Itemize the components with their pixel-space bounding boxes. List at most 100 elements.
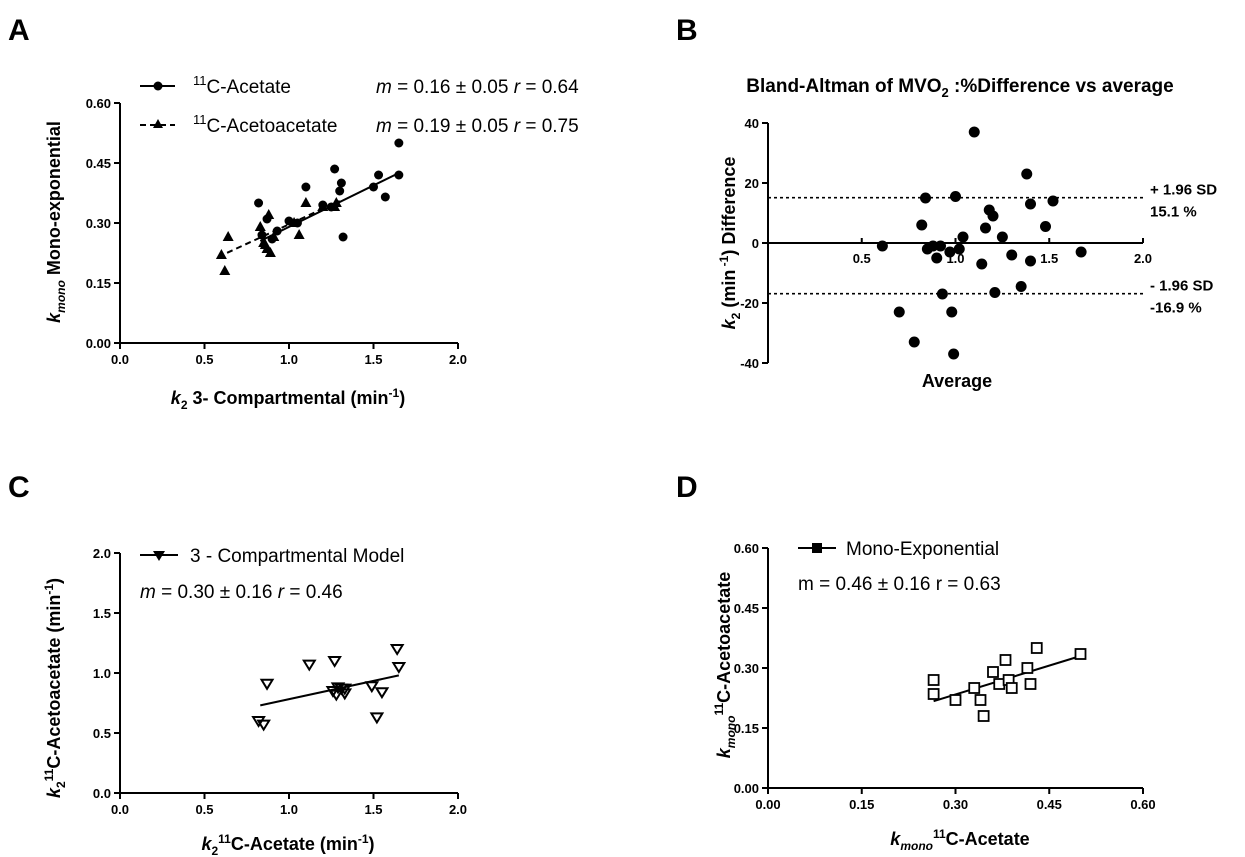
legend-marker-circle-icon: [153, 81, 163, 91]
data-point: [256, 719, 271, 732]
data-point: [980, 222, 991, 234]
data-point: [327, 656, 342, 668]
y-tick-label: 20: [745, 176, 759, 191]
data-point: [1006, 249, 1018, 261]
y-tick-label: 1.5: [93, 606, 111, 621]
y-tick-label: 0.30: [734, 661, 759, 676]
sd-value-label: -16.9 %: [1150, 300, 1202, 317]
legend-stat-acetate: m = 0.16 ± 0.05 r = 0.64: [376, 77, 579, 98]
chart-b-reference-lines: + 1.96 SD 15.1 % - 1.96 SD -16.9 %: [768, 182, 1217, 317]
data-point: [263, 209, 275, 219]
data-point: [1021, 662, 1034, 674]
y-tick-label: 2.0: [93, 546, 111, 561]
chart-c-series-3-compartmental: [251, 644, 407, 732]
data-point: [931, 252, 943, 264]
legend-marker-square-icon: [812, 543, 822, 553]
chart-a-series-acetoacetate: [215, 197, 342, 275]
data-point: [389, 644, 405, 656]
data-point: [1005, 682, 1018, 694]
chart-c-axes: 0.0 0.5 1.0 1.5 2.0 0.0 0.5 1.0 1.5 2.0: [93, 546, 467, 817]
data-point: [336, 178, 346, 188]
data-point: [338, 232, 348, 242]
data-point: [330, 197, 342, 207]
y-tick-label: 0.60: [734, 541, 759, 556]
chart-d-legend: Mono-Exponential m = 0.46 ± 0.16 r = 0.6…: [798, 539, 1001, 595]
data-point: [259, 678, 275, 691]
chart-b-y-axis-title: k2 (min -1) Difference: [717, 157, 743, 330]
chart-a-x-axis-title: k2 3- Compartmental (min-1): [171, 386, 405, 412]
x-tick-label: 1.5: [364, 352, 382, 367]
data-point: [908, 336, 920, 348]
data-point: [288, 217, 300, 227]
x-tick-label: 0.15: [849, 797, 874, 812]
x-tick-label: 0.0: [111, 802, 129, 817]
x-tick-label: 2.0: [449, 352, 467, 367]
data-point: [330, 164, 340, 174]
legend-stat-mono-exponential: m = 0.46 ± 0.16 r = 0.63: [798, 574, 1001, 595]
y-tick-label: 0: [752, 236, 759, 251]
data-point: [369, 712, 385, 725]
data-point: [293, 229, 305, 239]
data-point: [1025, 198, 1036, 210]
data-point: [317, 201, 329, 211]
data-point: [391, 662, 407, 674]
data-point: [948, 348, 960, 360]
y-tick-label: 0.15: [86, 276, 111, 291]
data-point: [1030, 642, 1043, 654]
chart-a: 0.00 0.15 0.30 0.45 0.60 0.0 0.5 1.0 1.5 2.0 11C-…: [44, 73, 579, 412]
data-point: [989, 287, 1001, 298]
chart-c-y-axis-title: k211C-Acetoacetate (min-1): [42, 578, 68, 798]
x-tick-label: 2.0: [449, 802, 467, 817]
data-point: [976, 258, 988, 270]
chart-d-series-mono-exponential: [927, 642, 1087, 722]
data-point: [219, 265, 231, 275]
chart-d-axes: 0.00 0.15 0.30 0.45 0.60 0.00 0.15 0.30 0.45 0.60: [734, 541, 1156, 812]
x-tick-label: 1.0: [280, 802, 298, 817]
x-tick-label: 0.00: [755, 797, 780, 812]
panel-letter-c: C: [8, 471, 30, 504]
legend-stat-3-compartmental: m = 0.30 ± 0.16 r = 0.46: [140, 582, 343, 603]
data-point: [949, 694, 962, 706]
chart-c-x-axis-title: k211C-Acetate (min-1): [201, 832, 374, 857]
chart-b: Bland-Altman of MVO2 :%Difference vs ave…: [717, 76, 1217, 391]
chart-a-axes: 0.00 0.15 0.30 0.45 0.60 0.0 0.5 1.0 1.5 2.0: [86, 96, 467, 367]
sd-value-label: 15.1 %: [1150, 204, 1197, 221]
data-point: [946, 306, 958, 318]
panel-letter-b: B: [676, 14, 698, 47]
data-point: [968, 682, 981, 694]
legend-stat-acetoacetate: m = 0.19 ± 0.05 r = 0.75: [376, 116, 579, 137]
y-tick-label: 0.0: [93, 786, 111, 801]
data-point: [1075, 246, 1087, 258]
y-tick-label: -40: [740, 356, 759, 371]
chart-c-legend: 3 - Compartmental Model m = 0.30 ± 0.16 …: [140, 546, 404, 603]
data-point: [364, 681, 380, 694]
data-point: [1024, 678, 1037, 690]
data-point: [927, 688, 940, 700]
data-point: [927, 674, 940, 686]
x-tick-label: 1.5: [1040, 251, 1058, 266]
data-point: [987, 666, 999, 678]
data-point: [337, 688, 353, 701]
x-tick-label: 0.5: [195, 802, 213, 817]
data-point: [920, 192, 931, 204]
x-tick-label: 1.0: [280, 352, 298, 367]
data-point: [369, 182, 378, 192]
chart-a-series-acetate: [254, 138, 404, 244]
y-tick-label: -20: [740, 296, 759, 311]
sd-label: + 1.96 SD: [1150, 182, 1217, 199]
data-point: [1040, 221, 1051, 232]
chart-a-y-axis-title: kmono Mono-exponential: [44, 121, 68, 323]
x-tick-label: 0.5: [195, 352, 213, 367]
y-tick-label: 0.5: [93, 726, 111, 741]
chart-c: 0.0 0.5 1.0 1.5 2.0 0.0 0.5 1.0 1.5 2.0 3 - Compa…: [42, 546, 467, 857]
chart-b-points: [876, 126, 1087, 360]
data-point: [374, 687, 390, 700]
data-point: [876, 240, 888, 252]
data-point: [893, 306, 905, 318]
data-point: [1015, 281, 1027, 292]
legend-label-mono-exponential: Mono-Exponential: [846, 539, 999, 560]
data-point: [215, 249, 227, 259]
data-point: [374, 170, 384, 180]
data-point: [936, 288, 948, 300]
